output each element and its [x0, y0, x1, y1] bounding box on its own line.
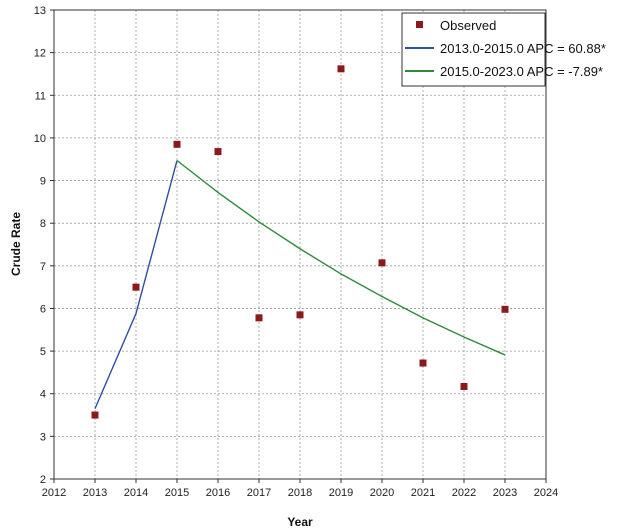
observed-point: [501, 305, 509, 313]
observed-point: [378, 259, 386, 267]
y-tick-label: 8: [40, 218, 46, 230]
series-1-line: [94, 160, 178, 409]
y-tick-label: 7: [40, 261, 46, 273]
legend-series-1-label: 2013.0-2015.0 APC = 60.88*: [440, 41, 606, 56]
y-tick-label: 4: [40, 389, 46, 401]
x-tick-label: 2018: [288, 487, 312, 499]
x-tick-label: 2012: [42, 487, 66, 499]
observed-point: [214, 148, 222, 156]
plot-frame: [53, 9, 547, 480]
y-tick-label: 10: [34, 133, 46, 145]
x-tick-label: 2014: [124, 487, 148, 499]
x-tick-label: 2022: [452, 487, 476, 499]
y-tick-label: 12: [34, 48, 46, 60]
x-axis-ticks: 2012 2013 2014 2015 2016 2017 2018 2019 2020 2021…: [42, 479, 558, 499]
series-2-line: [176, 159, 506, 356]
observed-point: [337, 65, 345, 73]
fit-lines: [94, 159, 506, 409]
observed-point: [132, 283, 140, 291]
legend: Observed 2013.0-2015.0 APC = 60.88* 2015…: [401, 12, 606, 87]
x-tick-label: 2017: [247, 487, 271, 499]
x-tick-label: 2016: [206, 487, 230, 499]
observed-point: [296, 311, 304, 319]
legend-series-2-label: 2015.0-2023.0 APC = -7.89*: [440, 64, 603, 79]
y-axis-title: Crude Rate: [9, 212, 23, 276]
x-tick-label: 2013: [83, 487, 107, 499]
observed-point: [255, 314, 263, 322]
observed-point: [460, 382, 468, 390]
x-tick-label: 2019: [329, 487, 353, 499]
x-tick-label: 2020: [370, 487, 394, 499]
legend-observed-label: Observed: [440, 18, 496, 33]
x-tick-label: 2023: [493, 487, 517, 499]
y-tick-label: 2: [40, 474, 46, 486]
x-axis-title: Year: [287, 515, 313, 529]
legend-box: [401, 12, 546, 87]
y-axis-ticks: 2 3 4 5 6 7 8 9 10 11 12 13: [34, 5, 54, 486]
x-tick-label: 2015: [165, 487, 189, 499]
x-tick-label: 2021: [411, 487, 435, 499]
y-tick-label: 5: [40, 346, 46, 358]
observed-point: [173, 140, 181, 148]
y-tick-label: 6: [40, 303, 46, 315]
x-tick-label: 2024: [534, 487, 558, 499]
observed-point: [419, 359, 427, 367]
y-tick-label: 9: [40, 176, 46, 188]
observed-points: [91, 65, 509, 419]
y-tick-label: 3: [40, 431, 46, 443]
y-tick-label: 13: [34, 5, 46, 17]
y-tick-label: 11: [35, 90, 46, 102]
observed-point: [91, 411, 99, 419]
legend-observed-marker: [416, 21, 423, 28]
